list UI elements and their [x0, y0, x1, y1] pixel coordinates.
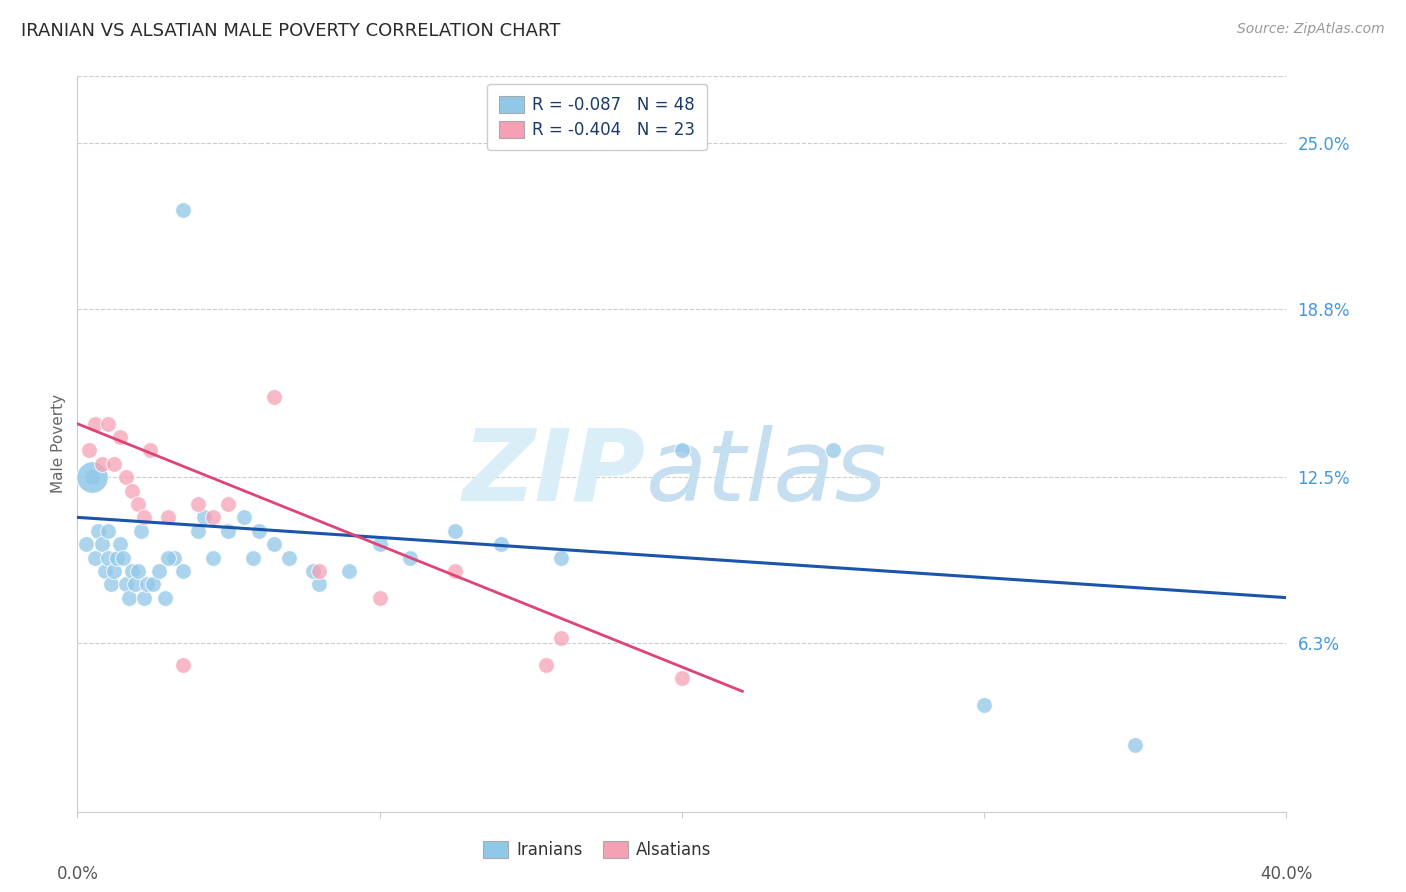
Point [444, 564, 467, 578]
Point [489, 537, 512, 551]
Point [671, 443, 693, 458]
Point [821, 443, 844, 458]
Point [187, 497, 209, 511]
Text: 0.0%: 0.0% [56, 865, 98, 883]
Point [444, 524, 467, 538]
Point [308, 564, 330, 578]
Point [172, 202, 194, 217]
Y-axis label: Male Poverty: Male Poverty [51, 394, 66, 493]
Point [84, 417, 107, 431]
Point [105, 550, 128, 565]
Point [193, 510, 215, 524]
Point [132, 591, 155, 605]
Point [90, 537, 112, 551]
Point [202, 510, 225, 524]
Point [96, 417, 118, 431]
Point [218, 524, 240, 538]
Point [84, 550, 107, 565]
Point [399, 550, 422, 565]
Point [339, 564, 360, 578]
Point [232, 510, 254, 524]
Point [90, 457, 112, 471]
Point [82, 470, 104, 484]
Point [93, 564, 115, 578]
Point [82, 470, 104, 484]
Point [153, 591, 176, 605]
Point [139, 443, 162, 458]
Point [218, 497, 240, 511]
Text: IRANIAN VS ALSATIAN MALE POVERTY CORRELATION CHART: IRANIAN VS ALSATIAN MALE POVERTY CORRELA… [21, 22, 561, 40]
Point [172, 564, 194, 578]
Point [550, 631, 572, 645]
Point [368, 537, 391, 551]
Text: atlas: atlas [645, 425, 887, 522]
Text: ZIP: ZIP [463, 425, 645, 522]
Point [157, 550, 180, 565]
Point [148, 564, 170, 578]
Point [114, 577, 136, 591]
Point [671, 671, 693, 685]
Point [368, 591, 391, 605]
Point [129, 524, 152, 538]
Point [108, 430, 131, 444]
Point [118, 591, 141, 605]
Point [96, 550, 118, 565]
Point [1125, 738, 1147, 752]
Point [79, 443, 101, 458]
Point [103, 564, 125, 578]
Point [114, 470, 136, 484]
Point [534, 657, 557, 672]
Text: Source: ZipAtlas.com: Source: ZipAtlas.com [1237, 22, 1385, 37]
Point [157, 510, 180, 524]
Point [187, 524, 209, 538]
Point [247, 524, 270, 538]
Point [278, 550, 301, 565]
Point [96, 524, 118, 538]
Point [172, 657, 194, 672]
Point [202, 550, 225, 565]
Point [103, 457, 125, 471]
Point [75, 537, 97, 551]
Point [121, 564, 143, 578]
Point [308, 577, 330, 591]
Legend: Iranians, Alsatians: Iranians, Alsatians [477, 834, 718, 866]
Point [124, 577, 146, 591]
Point [132, 510, 155, 524]
Point [127, 497, 149, 511]
Point [121, 483, 143, 498]
Point [550, 550, 572, 565]
Point [87, 524, 110, 538]
Point [127, 564, 149, 578]
Point [242, 550, 264, 565]
Point [302, 564, 325, 578]
Point [111, 550, 134, 565]
Point [100, 577, 122, 591]
Point [135, 577, 157, 591]
Point [163, 550, 186, 565]
Point [263, 537, 285, 551]
Text: 40.0%: 40.0% [1260, 865, 1313, 883]
Point [263, 390, 285, 404]
Point [108, 537, 131, 551]
Point [142, 577, 165, 591]
Point [973, 698, 995, 712]
